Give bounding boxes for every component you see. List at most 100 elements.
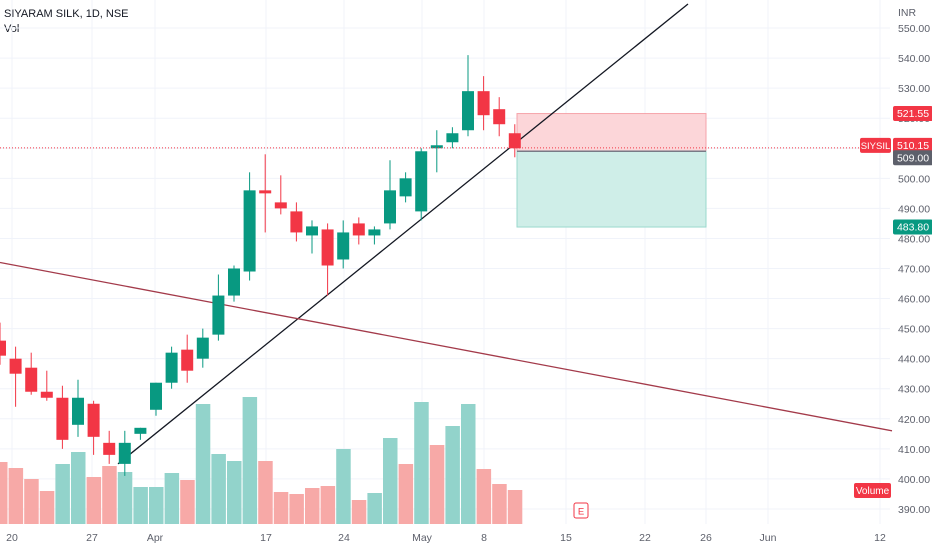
x-tick-label: 27 xyxy=(86,532,98,544)
candle-body[interactable] xyxy=(150,382,162,410)
x-tick-label: Jun xyxy=(760,532,777,544)
volume-bar xyxy=(273,492,289,524)
volume-bar xyxy=(414,402,429,524)
y-tick-label: 430.00 xyxy=(898,384,930,396)
candle-body[interactable] xyxy=(87,403,100,437)
candle-body[interactable] xyxy=(72,397,84,425)
volume-bar xyxy=(24,479,39,524)
x-tick-label: 24 xyxy=(338,532,350,544)
candle-body[interactable] xyxy=(477,91,490,116)
volume-bar xyxy=(461,404,476,524)
candle-body[interactable] xyxy=(103,442,116,455)
candle-body[interactable] xyxy=(0,340,6,356)
y-tick-label: 540.00 xyxy=(898,53,930,65)
volume-bar xyxy=(55,464,70,524)
x-tick-label: Apr xyxy=(147,532,164,544)
candle-body[interactable] xyxy=(181,349,194,371)
price-label-text: 509.00 xyxy=(897,152,929,164)
volume-bar xyxy=(429,445,445,524)
candle-body[interactable] xyxy=(40,391,53,398)
candle-body[interactable] xyxy=(430,145,443,149)
volume-badge-text: Volume xyxy=(856,486,890,497)
volume-bar xyxy=(86,477,102,524)
target-zone[interactable] xyxy=(516,150,707,228)
volume-bar xyxy=(39,491,55,524)
volume-bar xyxy=(117,472,133,524)
candle-body[interactable] xyxy=(165,352,178,383)
candle-body[interactable] xyxy=(384,190,396,224)
volume-bar xyxy=(351,500,367,524)
x-tick-label: 17 xyxy=(260,532,272,544)
price-label-text: 521.55 xyxy=(897,108,929,120)
y-tick-label: 470.00 xyxy=(898,264,930,276)
volume-bar xyxy=(367,493,382,524)
price-label-bg xyxy=(893,137,932,153)
volume-bar xyxy=(242,397,258,524)
volume-bar xyxy=(383,438,398,524)
uptrend-line[interactable] xyxy=(117,3,689,465)
y-tick-label: 500.00 xyxy=(898,173,930,185)
candle-body[interactable] xyxy=(399,178,412,197)
y-tick-label: 420.00 xyxy=(898,414,930,426)
candle-body[interactable] xyxy=(352,223,365,236)
volume-bar xyxy=(149,487,164,524)
volume-bar xyxy=(8,468,24,524)
x-tick-label: 26 xyxy=(700,532,712,544)
candle-body[interactable] xyxy=(337,232,350,260)
candle-body[interactable] xyxy=(259,190,272,194)
x-tick-label: 12 xyxy=(874,532,886,544)
candle-body[interactable] xyxy=(306,226,318,236)
y-tick-label: 530.00 xyxy=(898,83,930,95)
volume-bar xyxy=(492,484,507,524)
candle-body[interactable] xyxy=(368,229,381,236)
candle-body[interactable] xyxy=(134,427,147,434)
candle-body[interactable] xyxy=(446,133,459,143)
candle-body[interactable] xyxy=(118,442,131,464)
y-tick-label: 460.00 xyxy=(898,294,930,306)
earnings-event-icon[interactable] xyxy=(573,502,589,519)
x-tick-label: May xyxy=(412,532,433,544)
candle-body[interactable] xyxy=(508,133,521,149)
volume-bar xyxy=(398,464,414,524)
volume-bar xyxy=(133,487,148,524)
y-tick-label: 440.00 xyxy=(898,354,930,366)
earnings-event-label: E xyxy=(578,507,584,518)
candle-body[interactable] xyxy=(415,151,428,212)
y-tick-label: 410.00 xyxy=(898,444,930,456)
x-tick-label: 8 xyxy=(481,532,487,544)
volume-bar xyxy=(445,426,460,524)
x-tick-label: 20 xyxy=(6,532,18,544)
candle-body[interactable] xyxy=(462,91,474,131)
volume-bar xyxy=(180,480,195,524)
symbol-tag-bg xyxy=(860,137,891,153)
x-tick-label: 15 xyxy=(560,532,572,544)
candle-body[interactable] xyxy=(493,109,506,125)
y-tick-label: 400.00 xyxy=(898,474,930,486)
candle-body[interactable] xyxy=(243,190,256,272)
volume-bar xyxy=(211,454,226,524)
y-tick-label: 450.00 xyxy=(898,324,930,336)
candle-body[interactable] xyxy=(25,367,38,392)
candle-body[interactable] xyxy=(56,397,69,440)
volume-bar xyxy=(0,462,8,524)
volume-bar xyxy=(336,449,351,524)
downtrend-line[interactable] xyxy=(0,261,893,432)
y-tick-label: 490.00 xyxy=(898,203,930,215)
candle-body[interactable] xyxy=(9,358,22,374)
volume-badge-bg[interactable] xyxy=(854,483,891,498)
candle-body[interactable] xyxy=(196,337,209,359)
y-tick-label: 390.00 xyxy=(898,504,930,516)
candle-body[interactable] xyxy=(274,202,287,209)
candle-body[interactable] xyxy=(212,295,225,335)
price-label-text: 510.15 xyxy=(897,140,929,152)
chart-title: SIYARAM SILK, 1D, NSE xyxy=(4,8,129,20)
x-tick-label: 22 xyxy=(639,532,651,544)
volume-bar xyxy=(289,494,304,524)
candle-body[interactable] xyxy=(290,211,303,233)
y-tick-label: 480.00 xyxy=(898,233,930,245)
candle-body[interactable] xyxy=(321,229,334,266)
candle-body[interactable] xyxy=(228,268,240,296)
price-label-bg xyxy=(893,219,932,235)
price-label-bg xyxy=(893,106,932,122)
